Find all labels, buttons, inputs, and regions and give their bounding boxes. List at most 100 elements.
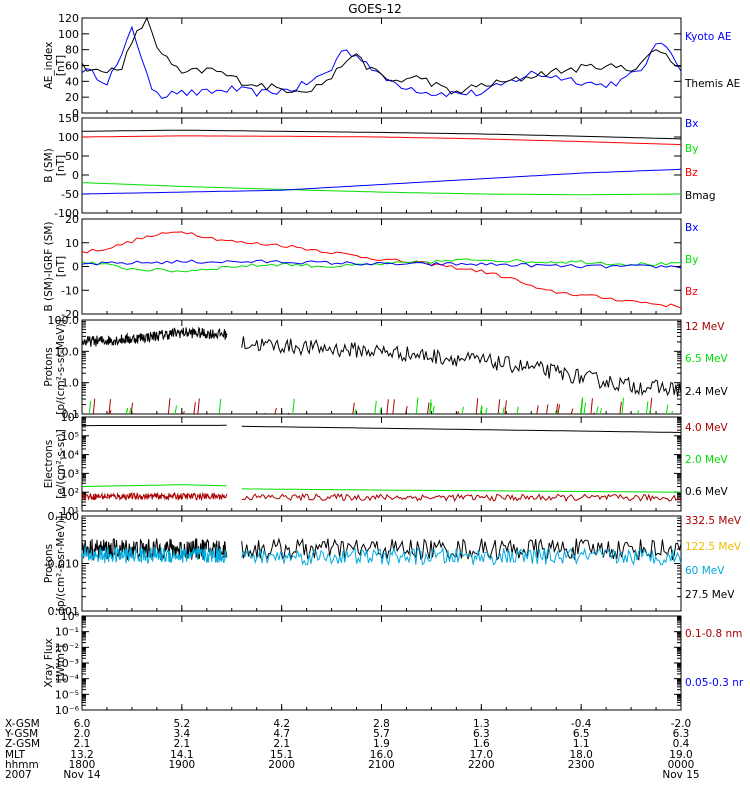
series-line-kyoto-ae [82, 27, 681, 98]
y-axis-label: [nT] [55, 55, 67, 76]
series-spike [558, 404, 560, 414]
series-spike [546, 404, 548, 414]
series-spike [433, 406, 435, 414]
series-spike [591, 398, 593, 414]
legend-item: 0.05-0.3 nr [685, 677, 744, 689]
legend-item: 60 MeV [685, 565, 725, 577]
y-tick-label: -50 [61, 188, 79, 201]
legend-item: 0.6 MeV [685, 486, 729, 498]
x-axis-tick-value: 2100 [368, 759, 395, 771]
series-spike [462, 407, 464, 414]
series-spike [620, 402, 622, 414]
y-axis-label: AE_index [43, 42, 55, 90]
series-spike [666, 405, 668, 414]
series-spike [375, 401, 377, 414]
panel-electrons: 10¹10²10³10⁴10⁵10⁶Electrons[e/(cm²-s-sr)… [43, 411, 681, 518]
legend-item: By [685, 254, 698, 266]
series-line-4-0-mev [242, 494, 681, 501]
legend-item: 122.5 MeV [685, 541, 742, 553]
x-axis-tick-value: Nov 15 [662, 769, 699, 781]
y-tick-label: 10⁰ [61, 610, 80, 623]
series-line-4-0-mev [82, 493, 227, 500]
series-spike [353, 403, 355, 414]
series-spike [637, 410, 639, 414]
legend-item: 4.0 MeV [685, 422, 729, 434]
y-tick-label: 60 [65, 60, 79, 73]
series-line-2-4-mev [82, 328, 227, 347]
y-axis-label: B (SM) [43, 148, 55, 182]
panel-frame [82, 18, 681, 113]
series-spike [600, 408, 602, 414]
y-axis-label: [W/m²] [55, 645, 67, 682]
y-tick-label: 40 [65, 75, 79, 88]
x-axis-row-label: 2007 [5, 769, 32, 781]
legend-item: Bmag [685, 190, 716, 202]
series-spike [537, 405, 539, 414]
legend-item: Bx [685, 118, 698, 130]
series-spike [517, 407, 519, 414]
y-tick-label: 10⁻⁵ [55, 688, 79, 701]
legend-item: 332.5 MeV [685, 515, 742, 527]
y-tick-label: 20 [65, 91, 79, 104]
series-spike [571, 409, 573, 414]
y-axis-label: [p/(cm²-s-sr-MeV)] [55, 516, 67, 611]
x-axis-tick-value: 1900 [168, 759, 195, 771]
series-spike [584, 403, 586, 414]
y-axis-label: Electrons [43, 440, 55, 489]
y-axis-label: B (SM)-IGRF (SM) [43, 221, 55, 311]
series-spike [393, 399, 395, 414]
series-spike [175, 406, 177, 414]
series-spike [168, 398, 170, 414]
x-axis-tick-value: Nov 14 [63, 769, 101, 781]
legend-item: Bz [685, 286, 698, 298]
series-line-2-4-mev [242, 336, 681, 396]
legend-item: 27.5 MeV [685, 589, 735, 601]
y-tick-label: 10 [65, 237, 79, 250]
y-tick-label: 0 [72, 261, 79, 274]
legend-item: Themis AE [684, 78, 740, 90]
legend-item: Bz [685, 167, 698, 179]
panel-frame [82, 616, 681, 710]
y-tick-label: 80 [65, 44, 79, 57]
y-tick-label: -10 [61, 284, 79, 297]
legend-item: 12 MeV [685, 321, 725, 333]
series-line-bmag [82, 130, 681, 139]
legend-item: 6.5 MeV [685, 353, 729, 365]
y-axis-label: [nT] [55, 155, 67, 176]
series-spike [387, 399, 389, 414]
series-spike [597, 407, 599, 414]
legend-item: 2.0 MeV [685, 454, 729, 466]
series-line-bz [82, 136, 681, 145]
series-spike [622, 398, 624, 414]
y-axis-label: Protons [43, 544, 55, 583]
series-spike [198, 399, 200, 414]
y-tick-label: 100 [58, 28, 79, 41]
y-tick-label: 100 [58, 131, 79, 144]
y-axis-label: [e/(cm²-s-sr)] [55, 429, 67, 498]
series-spike [416, 398, 418, 414]
series-spike [355, 409, 357, 414]
y-tick-label: 120 [58, 12, 79, 25]
series-spike [89, 401, 91, 414]
y-axis-label: [nT] [55, 256, 67, 277]
series-spike [411, 413, 413, 414]
series-spike [293, 399, 295, 414]
x-axis-tick-value: 2300 [568, 759, 595, 771]
y-tick-label: 150 [58, 112, 79, 125]
legend-item: Bx [685, 222, 698, 234]
legend-item: 2.4 MeV [685, 386, 729, 398]
series-spike [646, 401, 648, 414]
series-spike [498, 399, 500, 414]
legend-item: 0.1-0.8 nm [685, 628, 742, 640]
series-spike [129, 408, 131, 414]
series-spike [219, 399, 221, 414]
x-axis-tick-value: 2000 [268, 759, 295, 771]
series-spike [486, 408, 488, 414]
y-axis-label: Protons [43, 347, 55, 386]
